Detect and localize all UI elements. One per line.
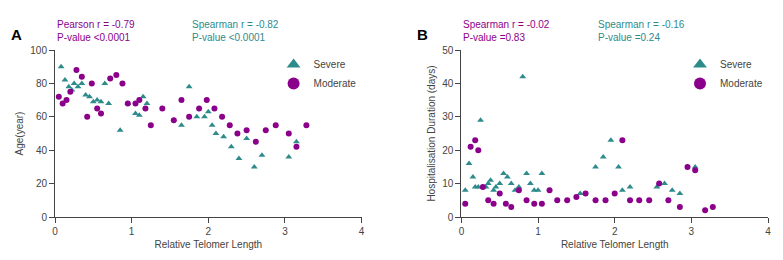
svg-text:2: 2 (612, 226, 618, 237)
svg-text:20: 20 (36, 178, 48, 189)
svg-text:Pearson r = -0.79P-value <0.00: Pearson r = -0.79P-value <0.0001 (57, 19, 135, 43)
svg-text:Hospitalisation Duration (days: Hospitalisation Duration (days) (426, 65, 437, 201)
svg-text:100: 100 (30, 45, 47, 56)
svg-text:1: 1 (535, 226, 541, 237)
svg-text:0: 0 (448, 212, 454, 223)
svg-text:3: 3 (282, 226, 288, 237)
svg-text:3: 3 (689, 226, 695, 237)
svg-text:Relative Telomer Length: Relative Telomer Length (154, 239, 262, 250)
svg-text:80: 80 (36, 78, 48, 89)
svg-text:0: 0 (459, 226, 465, 237)
svg-text:B: B (417, 26, 428, 43)
svg-text:4: 4 (359, 226, 365, 237)
svg-text:0: 0 (41, 212, 47, 223)
svg-text:Relative Telomer Length: Relative Telomer Length (561, 239, 669, 250)
svg-text:Moderate: Moderate (314, 78, 357, 89)
svg-text:40: 40 (442, 78, 454, 89)
svg-text:Spearman r = -0.16P-value =0.2: Spearman r = -0.16P-value =0.24 (598, 19, 685, 43)
svg-text:30: 30 (442, 111, 454, 122)
svg-text:1: 1 (129, 226, 135, 237)
svg-text:Severe: Severe (314, 59, 346, 70)
svg-text:60: 60 (36, 111, 48, 122)
svg-text:4: 4 (765, 226, 771, 237)
svg-text:40: 40 (36, 145, 48, 156)
svg-text:Spearman r = -0.02P-value =0.8: Spearman r = -0.02P-value =0.83 (463, 19, 550, 43)
svg-text:Severe: Severe (720, 59, 752, 70)
svg-text:Age(year): Age(year) (14, 112, 25, 156)
svg-text:A: A (11, 26, 22, 43)
svg-text:20: 20 (442, 145, 454, 156)
svg-text:10: 10 (442, 178, 454, 189)
svg-text:Moderate: Moderate (720, 78, 763, 89)
svg-text:0: 0 (52, 226, 58, 237)
svg-text:2: 2 (206, 226, 212, 237)
svg-text:50: 50 (442, 45, 454, 56)
svg-text:Spearman r = -0.82P-value <0.0: Spearman r = -0.82P-value <0.0001 (192, 19, 279, 43)
